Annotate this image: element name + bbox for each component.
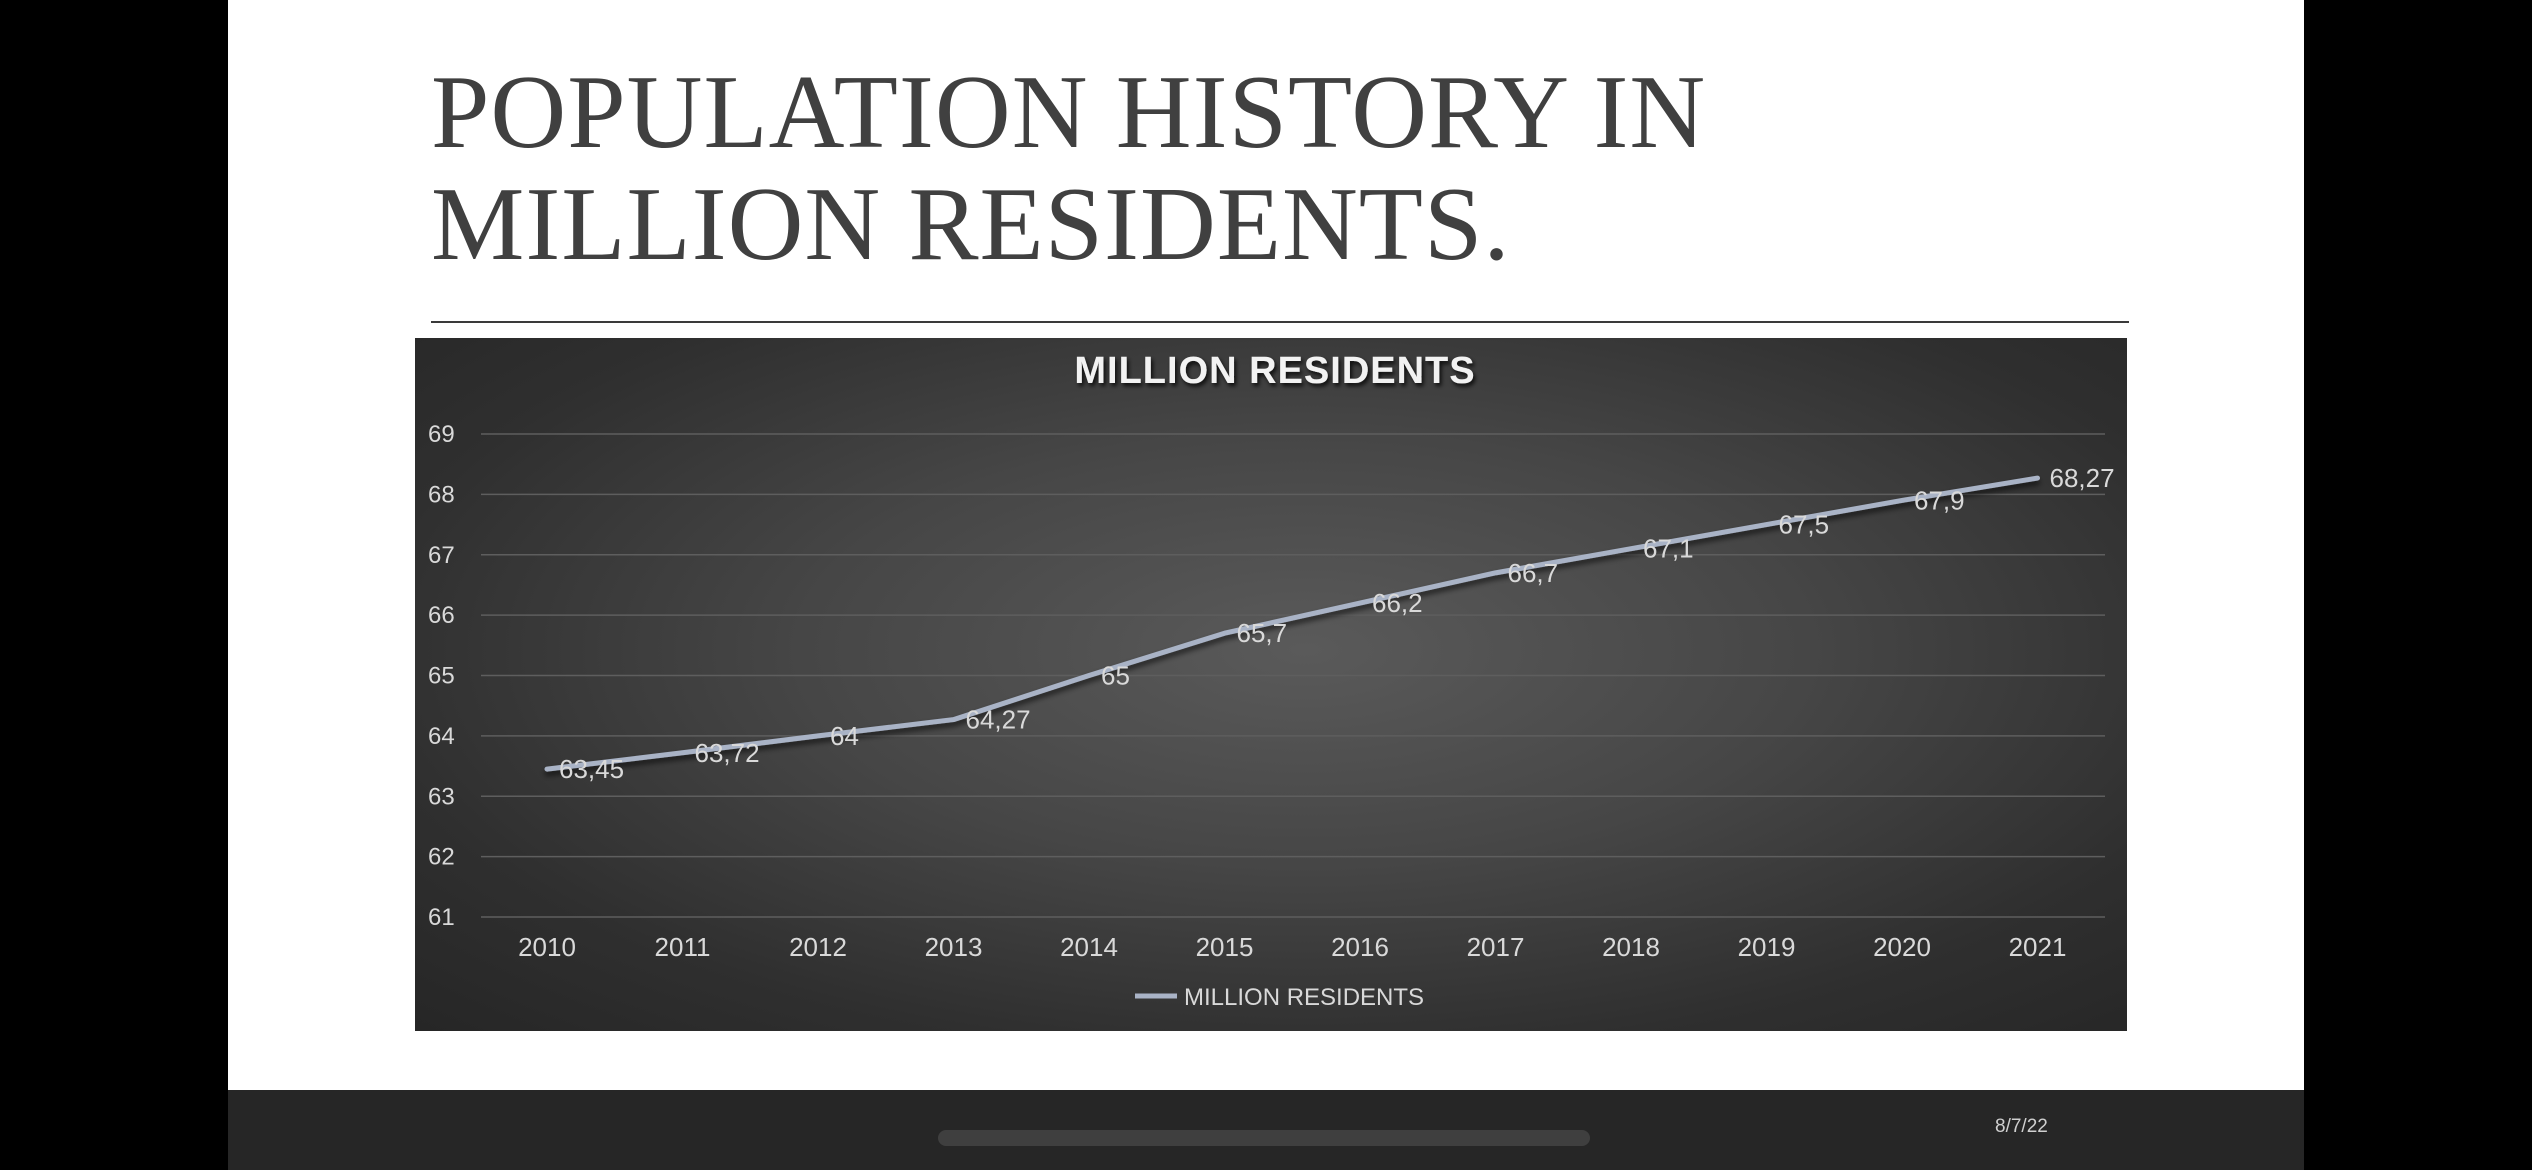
chart-title: MILLION RESIDENTS [1074, 350, 1475, 392]
x-tick-label: 2012 [789, 932, 847, 962]
x-tick-label: 2016 [1331, 932, 1389, 962]
x-tick-label: 2020 [1873, 932, 1931, 962]
page-title: POPULATION HISTORY IN MILLION RESIDENTS. [431, 56, 2031, 280]
x-tick-label: 2019 [1738, 932, 1796, 962]
x-tick-label: 2015 [1196, 932, 1254, 962]
data-label: 68,27 [2050, 463, 2115, 493]
series-layer [544, 475, 2040, 772]
y-tick-label: 68 [428, 481, 455, 508]
data-label: 64 [830, 721, 859, 751]
y-tick-label: 63 [428, 783, 455, 810]
x-tick-label: 2014 [1060, 932, 1118, 962]
series-line [544, 475, 2040, 772]
x-tick-label: 2011 [655, 932, 711, 962]
slide: POPULATION HISTORY IN MILLION RESIDENTS.… [228, 0, 2304, 1090]
data-label: 66,2 [1372, 588, 1423, 618]
y-tick-label: 69 [428, 421, 455, 448]
x-tick-label: 2017 [1467, 932, 1525, 962]
chart: 61 62 63 64 65 66 67 68 69 2010 2011 2012 2013 2014 2… [415, 338, 2127, 1031]
scroll-handle[interactable] [938, 1130, 1590, 1146]
y-axis-ticks: 61 62 63 64 65 66 67 68 69 [428, 421, 455, 931]
data-labels: 63,45 63,72 64 64,27 65 65,7 66,2 66,7 67,1 67,5 6… [559, 463, 2115, 784]
data-label: 65 [1101, 661, 1130, 691]
data-label: 63,45 [559, 754, 624, 784]
y-tick-label: 61 [428, 904, 455, 931]
data-label: 63,72 [695, 738, 760, 768]
data-label: 67,9 [1914, 485, 1965, 515]
y-tick-label: 62 [428, 844, 455, 871]
y-tick-label: 65 [428, 663, 455, 690]
bottom-bar: 8/7/22 [228, 1090, 2304, 1170]
x-tick-label: 2010 [518, 932, 576, 962]
gridlines [481, 433, 2105, 918]
data-label: 65,7 [1237, 618, 1288, 648]
x-tick-label: 2021 [2009, 932, 2067, 962]
x-tick-label: 2013 [925, 932, 983, 962]
title-divider [431, 321, 2129, 323]
title-line-2: MILLION RESIDENTS. [431, 165, 1511, 282]
x-tick-label: 2018 [1602, 932, 1660, 962]
y-tick-label: 64 [428, 723, 455, 750]
legend-label: MILLION RESIDENTS [1184, 984, 1424, 1011]
data-label: 67,1 [1643, 534, 1694, 564]
data-label: 66,7 [1508, 558, 1559, 588]
data-label: 64,27 [966, 705, 1031, 735]
slide-date: 8/7/22 [1995, 1116, 2048, 1137]
y-tick-label: 67 [428, 542, 455, 569]
chart-legend: MILLION RESIDENTS [1135, 984, 1424, 1011]
data-label: 67,5 [1779, 510, 1830, 540]
x-axis-ticks: 2010 2011 2012 2013 2014 2015 2016 2017 2018 2019… [518, 932, 2066, 962]
title-line-1: POPULATION HISTORY IN [431, 53, 1707, 170]
y-tick-label: 66 [428, 602, 455, 629]
